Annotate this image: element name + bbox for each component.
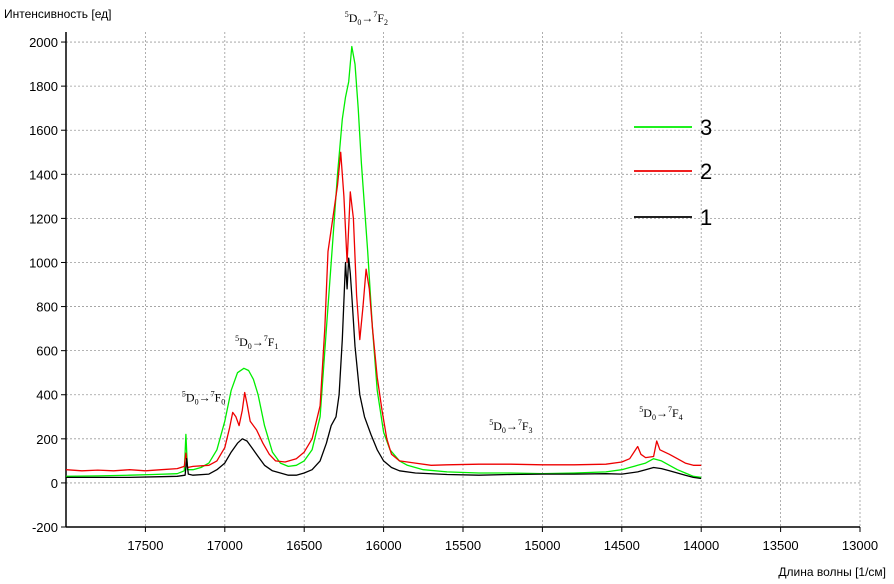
x-tick-label: 13500 — [763, 538, 799, 553]
y-tick-label: 800 — [36, 300, 58, 315]
y-tick-label: 600 — [36, 344, 58, 359]
tick-labels: -200 0 200 400 600 800 1000 1200 1400 1600 1800 200… — [29, 35, 878, 553]
transition-text: 5D0→7F0 — [182, 389, 225, 406]
transition-annotations: 5D0→7F0 5D0→7F1 5D0→7F2 5D0→7F3 5D0→7F4 — [182, 10, 683, 435]
x-tick-label: 13000 — [842, 538, 878, 553]
x-tick-label: 14500 — [604, 538, 640, 553]
transition-label: 5D0→7F1 — [235, 334, 278, 351]
x-tick-label: 17500 — [127, 538, 163, 553]
transition-text: 5D0→7F2 — [345, 10, 388, 27]
y-tick-label: 200 — [36, 432, 58, 447]
y-tick-label: 1600 — [29, 123, 58, 138]
y-tick-label: 1400 — [29, 167, 58, 182]
y-tick-label: 400 — [36, 388, 58, 403]
y-tick-label: -200 — [32, 520, 58, 535]
x-tick-label: 15500 — [445, 538, 481, 553]
series-lines — [65, 45, 702, 480]
y-tick-label: 1200 — [29, 211, 58, 226]
transition-text: 5D0→7F1 — [235, 334, 278, 351]
legend: 3 2 1 — [634, 115, 712, 230]
x-tick-label: 14000 — [683, 538, 719, 553]
legend-label-1: 1 — [700, 205, 712, 230]
y-tick-label: 0 — [51, 476, 58, 491]
legend-label-3: 3 — [700, 115, 712, 140]
series-line-1 — [66, 257, 702, 480]
x-tick-label: 17000 — [207, 538, 243, 553]
series-line-3 — [65, 45, 702, 479]
series-line-2 — [65, 151, 702, 472]
y-tick-label: 2000 — [29, 35, 58, 50]
legend-label-2: 2 — [700, 159, 712, 184]
x-tick-label: 15000 — [524, 538, 560, 553]
transition-label: 5D0→7F2 — [345, 10, 388, 27]
transition-text: 5D0→7F4 — [639, 405, 682, 422]
transition-text: 5D0→7F3 — [489, 418, 532, 435]
x-tick-label: 16500 — [286, 538, 322, 553]
transition-label: 5D0→7F0 — [182, 389, 225, 406]
x-axis-title: Длина волны [1/см] — [778, 565, 886, 579]
y-tick-label: 1000 — [29, 255, 58, 270]
y-tick-label: 1800 — [29, 79, 58, 94]
x-tick-label: 16000 — [366, 538, 402, 553]
y-axis-title: Интенсивность [ед] — [4, 7, 111, 21]
grid-lines — [66, 32, 861, 527]
transition-label: 5D0→7F3 — [489, 418, 532, 435]
transition-label: 5D0→7F4 — [639, 405, 682, 422]
